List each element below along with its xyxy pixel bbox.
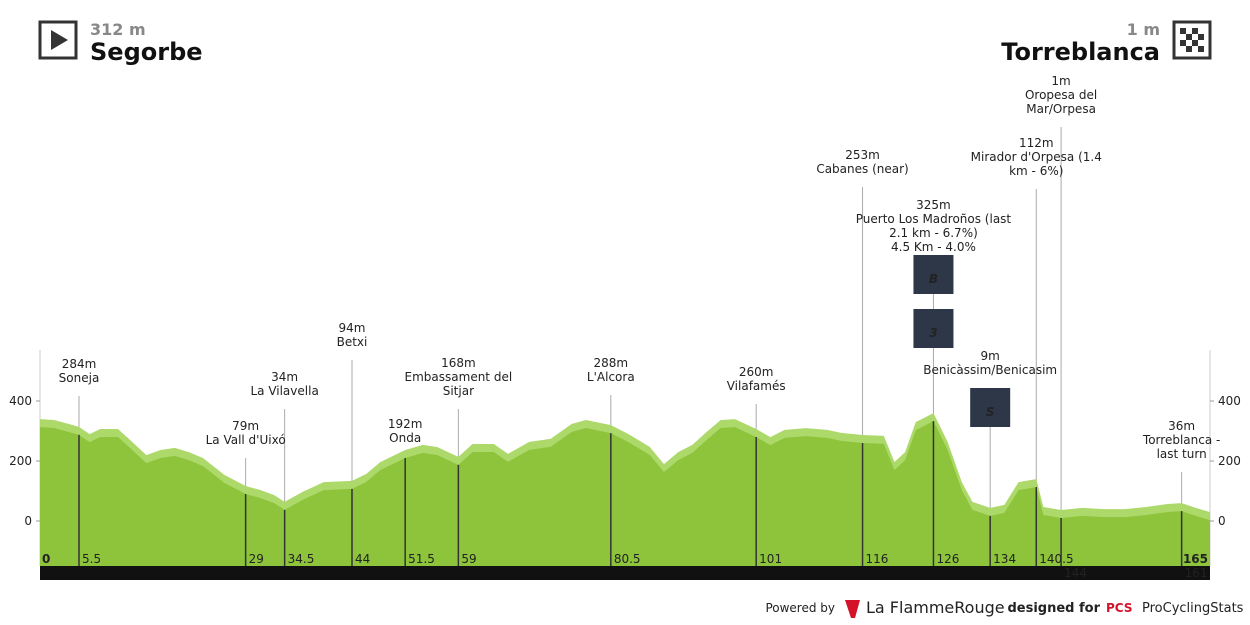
km-start: 0 [42, 552, 50, 566]
profile [40, 421, 1210, 566]
y-tick-label: 200 [9, 454, 32, 468]
y-tick-label-right: 200 [1218, 454, 1241, 468]
waypoint-elevation: 192m [388, 417, 423, 431]
start-name: Segorbe [90, 38, 203, 66]
start-elevation: 312 m [90, 20, 146, 39]
waypoint-name: last turn [1157, 447, 1207, 461]
category-icon [913, 309, 954, 348]
waypoint-name: Oropesa del [1025, 88, 1097, 102]
km-label: 5.5 [82, 552, 101, 566]
waypoint-name: Mar/Orpesa [1026, 102, 1096, 116]
km-label: 80.5 [614, 552, 641, 566]
start-arrow [51, 30, 68, 50]
waypoint-elevation: 253m [845, 148, 880, 162]
category-icon [913, 255, 954, 294]
y-tick-label-right: 0 [1218, 514, 1226, 528]
km-finish: 165 [1183, 552, 1208, 566]
pcs-logo: PCS [1106, 601, 1132, 615]
waypoint-elevation: 325m [916, 198, 951, 212]
y-tick-label: 400 [9, 394, 32, 408]
distance-bar [40, 566, 1210, 580]
waypoint-name: Cabanes (near) [816, 162, 908, 176]
km-label: 140.5 [1039, 552, 1073, 566]
waypoint-name: La Vall d'Uixó [206, 433, 286, 447]
km-label: 101 [759, 552, 782, 566]
km-label: 161 [1185, 566, 1208, 580]
km-label: 116 [866, 552, 889, 566]
waypoint-name: Soneja [59, 371, 100, 385]
waypoint-name: Vilafamés [727, 379, 786, 393]
waypoint-name: km - 6%) [1009, 164, 1063, 178]
km-label: 134 [993, 552, 1016, 566]
category-icon [970, 388, 1011, 427]
waypoint-elevation: 94m [339, 321, 366, 335]
powered-by: Powered by [765, 601, 835, 615]
waypoint-elevation: 79m [232, 419, 259, 433]
category-icon-label: B [929, 272, 938, 286]
category-icon-label: S [986, 405, 995, 419]
km-label: 59 [461, 552, 476, 566]
waypoint-elevation: 9m [981, 349, 1000, 363]
waypoint-name: Torreblanca - [1142, 433, 1220, 447]
waypoint-elevation: 168m [441, 356, 476, 370]
category-icon-label: 3 [929, 326, 937, 340]
waypoint-elevation: 260m [739, 365, 774, 379]
waypoint-name: Onda [389, 431, 421, 445]
waypoint-name: Benicàssim/Benicasim [923, 363, 1057, 377]
km-label: 44 [355, 552, 370, 566]
waypoint-elevation: 112m [1019, 136, 1054, 150]
designed-for: designed for [1007, 601, 1100, 616]
km-label: 126 [936, 552, 959, 566]
waypoint-name: 4.5 Km - 4.0% [891, 240, 976, 254]
waypoint-elevation: 36m [1168, 419, 1195, 433]
y-tick-label: 0 [24, 514, 32, 528]
waypoint-elevation: 288m [594, 356, 629, 370]
start-icon [38, 20, 78, 60]
waypoint-name: Puerto Los Madroños (last [856, 212, 1012, 226]
brand-logo [845, 600, 860, 618]
waypoint-name: Betxi [337, 335, 368, 349]
finish-checker [1180, 28, 1204, 52]
waypoint-name: Embassament del [405, 370, 513, 384]
waypoint-name: Sitjar [443, 384, 474, 398]
km-label: 144 [1064, 566, 1087, 580]
brand: La FlammeRouge [866, 598, 1005, 617]
finish-name: Torreblanca [1001, 38, 1160, 66]
waypoint-name: La Vilavella [250, 384, 318, 398]
waypoint-elevation: 1m [1051, 74, 1070, 88]
km-label: 29 [249, 552, 264, 566]
waypoint-name: L'Alcora [587, 370, 635, 384]
finish-elevation: 1 m [1127, 20, 1160, 39]
km-label: 34.5 [288, 552, 315, 566]
waypoint-name: 2.1 km - 6.7%) [889, 226, 978, 240]
y-tick-label-right: 400 [1218, 394, 1241, 408]
km-label: 51.5 [408, 552, 435, 566]
waypoint-elevation: 34m [271, 370, 298, 384]
waypoint-elevation: 284m [62, 357, 97, 371]
waypoint-name: Mirador d'Orpesa (1.4 [971, 150, 1102, 164]
pcs-name: ProCyclingStats [1142, 601, 1244, 616]
